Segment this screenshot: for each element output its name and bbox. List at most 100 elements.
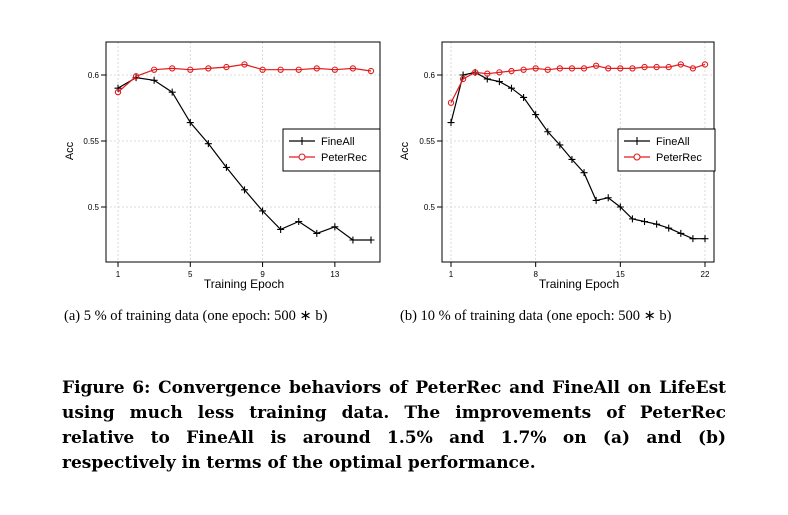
data-point-fineall bbox=[520, 93, 528, 101]
data-point-peterrec bbox=[459, 75, 467, 83]
chart-b: 0.5 0.55 0.6 1 8 15 22 Acc Training Epoch FineAll… bbox=[399, 41, 716, 291]
data-point-peterrec bbox=[653, 63, 660, 71]
data-point-fineall bbox=[114, 84, 122, 92]
data-point-fineall bbox=[592, 196, 600, 204]
data-point-peterrec bbox=[331, 66, 339, 73]
data-point-fineall bbox=[507, 84, 515, 92]
data-point-fineall bbox=[616, 203, 624, 211]
x-tick-label: 22 bbox=[701, 270, 710, 279]
y-tick-label: 0.55 bbox=[419, 137, 435, 146]
x-tick-label: 13 bbox=[330, 270, 339, 279]
chart-panel-a: 0.5 0.55 0.6 1 5 9 13 Acc Training Epoch FineAll P… bbox=[0, 0, 394, 300]
y-tick-label: 0.5 bbox=[88, 203, 100, 212]
data-point-peterrec bbox=[520, 66, 527, 73]
y-tick-label: 0.6 bbox=[424, 71, 436, 80]
data-point-peterrec bbox=[241, 61, 248, 68]
subcaption-b: (b) 10 % of training data (one epoch: 50… bbox=[400, 308, 672, 324]
y-tick-label: 0.55 bbox=[83, 137, 99, 146]
legend-marker-peterrec bbox=[298, 153, 306, 161]
legend-marker-fineall bbox=[298, 137, 306, 145]
y-tick-label: 0.6 bbox=[88, 71, 100, 80]
data-point-peterrec bbox=[617, 65, 624, 72]
legend-marker-peterrec bbox=[633, 153, 641, 161]
legend-box bbox=[617, 128, 716, 172]
data-point-fineall bbox=[568, 155, 576, 163]
data-point-peterrec bbox=[447, 99, 455, 106]
data-point-peterrec bbox=[689, 65, 697, 72]
data-point-fineall bbox=[580, 169, 588, 177]
x-tick-label: 15 bbox=[616, 270, 625, 279]
data-point-peterrec bbox=[568, 65, 576, 72]
data-point-fineall bbox=[349, 236, 357, 244]
subcaption-a: (a) 5 % of training data (one epoch: 500… bbox=[64, 308, 328, 324]
data-point-peterrec bbox=[677, 61, 684, 68]
figure-caption: Figure 6: Convergence behaviors of Peter… bbox=[62, 378, 726, 473]
data-point-fineall bbox=[168, 88, 176, 96]
data-point-peterrec bbox=[187, 66, 194, 73]
data-point-fineall bbox=[495, 78, 503, 86]
x-axis-label: Training Epoch bbox=[539, 277, 619, 291]
data-point-fineall bbox=[367, 236, 375, 244]
data-point-fineall bbox=[313, 229, 321, 237]
series-line-peterrec bbox=[450, 63, 706, 103]
legend-marker-fineall bbox=[633, 137, 641, 145]
data-point-peterrec bbox=[508, 67, 515, 75]
x-tick-label: 1 bbox=[116, 270, 121, 279]
data-point-fineall bbox=[689, 235, 697, 243]
data-point-peterrec bbox=[641, 63, 648, 71]
data-point-fineall bbox=[556, 141, 564, 149]
data-point-fineall bbox=[241, 186, 248, 194]
data-point-peterrec bbox=[701, 61, 709, 68]
data-point-fineall bbox=[665, 224, 673, 232]
data-point-fineall bbox=[628, 215, 636, 223]
chart-panel-b: 0.5 0.55 0.6 1 8 15 22 Acc Training Epoch FineAll… bbox=[394, 0, 788, 300]
data-point-peterrec bbox=[629, 65, 636, 72]
series-line-fineall bbox=[450, 71, 705, 240]
data-point-peterrec bbox=[259, 66, 266, 73]
data-point-peterrec bbox=[169, 65, 176, 72]
legend-label-fineall: FineAll bbox=[321, 136, 355, 148]
legend-label-peterrec: PeterRec bbox=[321, 152, 367, 164]
data-point-peterrec bbox=[532, 65, 539, 72]
data-point-peterrec bbox=[132, 73, 140, 80]
series-line-peterrec bbox=[117, 63, 372, 93]
data-point-peterrec bbox=[472, 69, 479, 76]
data-point-peterrec bbox=[205, 65, 212, 72]
legend-label-fineall: FineAll bbox=[656, 136, 690, 148]
data-point-fineall bbox=[150, 76, 158, 84]
data-point-fineall bbox=[204, 140, 212, 148]
data-point-peterrec bbox=[223, 63, 230, 71]
data-point-peterrec bbox=[496, 69, 503, 76]
data-point-fineall bbox=[259, 207, 267, 215]
data-point-peterrec bbox=[349, 65, 357, 72]
y-axis-label: Acc bbox=[64, 141, 76, 160]
data-point-peterrec bbox=[665, 63, 672, 71]
y-axis-label: Acc bbox=[399, 141, 411, 160]
x-tick-label: 8 bbox=[533, 270, 538, 279]
data-point-peterrec bbox=[580, 65, 588, 72]
data-point-peterrec bbox=[484, 70, 491, 77]
data-point-fineall bbox=[701, 235, 709, 243]
data-point-peterrec bbox=[605, 65, 612, 72]
legend-box bbox=[282, 128, 381, 172]
data-point-fineall bbox=[677, 229, 685, 237]
x-tick-label: 5 bbox=[188, 270, 193, 279]
data-point-peterrec bbox=[150, 66, 158, 73]
data-point-fineall bbox=[653, 220, 661, 228]
data-point-fineall bbox=[222, 163, 230, 171]
data-point-peterrec bbox=[592, 62, 600, 69]
x-tick-label: 9 bbox=[260, 270, 265, 279]
data-point-peterrec bbox=[277, 66, 284, 73]
data-point-peterrec bbox=[556, 65, 564, 72]
legend-label-peterrec: PeterRec bbox=[656, 152, 702, 164]
data-point-peterrec bbox=[367, 67, 375, 75]
y-tick-label: 0.5 bbox=[424, 203, 436, 212]
data-point-peterrec bbox=[544, 66, 551, 73]
data-point-fineall bbox=[295, 218, 303, 226]
data-point-peterrec bbox=[114, 89, 122, 96]
data-point-fineall bbox=[186, 119, 194, 127]
data-point-peterrec bbox=[295, 66, 302, 73]
data-point-peterrec bbox=[313, 65, 320, 72]
data-point-fineall bbox=[277, 225, 285, 233]
data-point-fineall bbox=[459, 71, 467, 79]
